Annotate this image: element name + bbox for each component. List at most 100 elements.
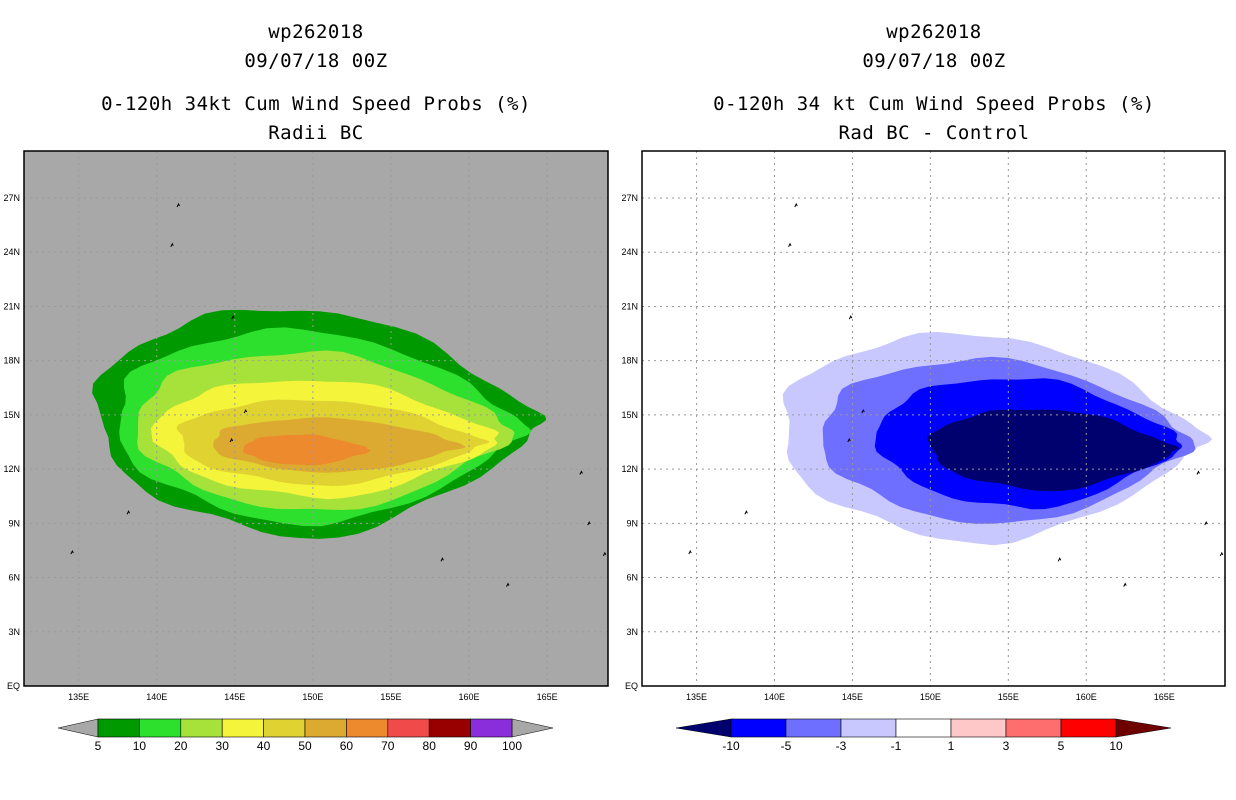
- right-storm-id: wp262018: [886, 21, 982, 43]
- island-outline: [1123, 582, 1127, 587]
- colorbar-level-label: 1: [948, 739, 955, 753]
- x-tick-label: 165E: [1154, 692, 1175, 702]
- y-tick-label: 15N: [3, 410, 20, 420]
- colorbar-level-label: 5: [95, 739, 102, 753]
- colorbar-swatch: [730, 718, 787, 738]
- colorbar-swatch: [304, 718, 347, 738]
- left-storm-id: wp262018: [268, 21, 364, 43]
- colorbar-level-label: 3: [1003, 739, 1010, 753]
- colorbar-swatch: [97, 718, 140, 738]
- island-outline: [176, 202, 180, 208]
- colorbar-over-triangle: [1115, 718, 1172, 738]
- colorbar-swatch: [180, 718, 223, 738]
- colorbar-swatch: [139, 718, 182, 738]
- island-outline: [688, 549, 692, 555]
- y-tick-label: 12N: [3, 464, 20, 474]
- colorbar-level-label: 100: [502, 739, 522, 753]
- island-outline: [229, 437, 234, 443]
- y-tick-label: 3N: [8, 627, 20, 637]
- island-outline: [848, 314, 853, 320]
- island-outline: [1196, 470, 1200, 475]
- colorbar-level-label: -5: [781, 739, 792, 753]
- colorbar-swatch: [221, 718, 264, 738]
- left-chart-title: 0-120h 34kt Cum Wind Speed Probs (%): [101, 93, 531, 115]
- island-outline: [231, 314, 235, 320]
- y-tick-label: 9N: [8, 518, 20, 528]
- y-tick-label: 24N: [621, 247, 638, 257]
- y-tick-label: 6N: [626, 573, 638, 583]
- x-tick-label: 155E: [380, 692, 401, 702]
- colorbar-swatch: [1060, 718, 1117, 738]
- left-title-block: wp262018 09/07/18 00Z 0-120h 34kt Cum Wi…: [24, 18, 608, 148]
- island-outline: [861, 408, 865, 414]
- x-tick-label: 135E: [686, 692, 707, 702]
- colorbar-level-label: 80: [423, 739, 437, 753]
- right-title-block: wp262018 09/07/18 00Z 0-120h 34 kt Cum W…: [642, 18, 1226, 148]
- island-outline: [794, 202, 798, 208]
- x-tick-label: 145E: [842, 692, 863, 702]
- x-tick-label: 140E: [764, 692, 785, 702]
- colorbar-swatch: [387, 718, 430, 738]
- colorbar-swatch: [785, 718, 842, 738]
- x-tick-label: 155E: [998, 692, 1019, 702]
- island-outline: [440, 557, 444, 562]
- left-datetime: 09/07/18 00Z: [244, 50, 388, 72]
- right-datetime: 09/07/18 00Z: [862, 50, 1006, 72]
- colorbar-swatch: [346, 718, 389, 738]
- island-outline: [243, 408, 248, 414]
- y-tick-label: 18N: [621, 356, 638, 366]
- colorbar-level-label: 30: [216, 739, 230, 753]
- colorbar-level-label: 10: [133, 739, 147, 753]
- y-tick-label: EQ: [625, 681, 638, 691]
- colorbar-swatch: [840, 718, 897, 738]
- island-outline: [70, 549, 74, 555]
- island-outline: [506, 582, 510, 587]
- right-chart-subtitle: Rad BC - Control: [838, 122, 1030, 144]
- right-colorbar: -10 -5 -3 -1 1 3 5 10: [675, 718, 1172, 753]
- island-outline: [126, 510, 131, 515]
- colorbar-over-triangle: [511, 718, 554, 738]
- y-tick-label: 27N: [3, 193, 20, 203]
- y-tick-label: 27N: [621, 193, 638, 203]
- map-frame: [641, 150, 1226, 687]
- y-tick-label: EQ: [7, 681, 20, 691]
- x-tick-label: 150E: [302, 692, 323, 702]
- y-tick-label: 9N: [626, 518, 638, 528]
- right-map-panel: 135E 140E 145E 150E 155E 160E 165E EQ 3N 6N 9N 12N 1…: [621, 150, 1226, 702]
- colorbar-level-label: 50: [298, 739, 312, 753]
- map-frame: [23, 150, 609, 687]
- colorbar-level-label: -1: [891, 739, 902, 753]
- colorbar-swatch: [263, 718, 306, 738]
- left-chart-subtitle: Radii BC: [268, 122, 364, 144]
- colorbar-swatch: [470, 718, 513, 738]
- contour-level--10: [926, 409, 1180, 492]
- colorbar-swatch: [895, 718, 952, 738]
- island-outline: [587, 521, 591, 526]
- colorbar-under-triangle: [675, 718, 732, 738]
- colorbar-swatch: [1005, 718, 1062, 738]
- island-outline: [788, 242, 792, 248]
- y-tick-label: 21N: [3, 301, 20, 311]
- colorbar-level-label: -10: [722, 739, 740, 753]
- x-tick-label: 165E: [537, 692, 558, 702]
- colorbar-level-label: 90: [464, 739, 478, 753]
- y-tick-label: 21N: [621, 301, 638, 311]
- x-tick-label: 160E: [459, 692, 480, 702]
- colorbar-level-label: -3: [836, 739, 847, 753]
- island-outline: [1204, 521, 1208, 526]
- x-tick-label: 160E: [1076, 692, 1097, 702]
- colorbar-level-label: 60: [340, 739, 354, 753]
- y-tick-label: 18N: [3, 356, 20, 366]
- y-tick-label: 6N: [8, 573, 20, 583]
- x-tick-label: 140E: [146, 692, 167, 702]
- island-outline: [1219, 551, 1224, 557]
- colorbar-level-label: 70: [381, 739, 395, 753]
- colorbar-level-label: 40: [257, 739, 271, 753]
- contour-level-60: [243, 434, 371, 466]
- colorbar-swatch: [950, 718, 1007, 738]
- island-outline: [170, 242, 174, 248]
- x-tick-label: 150E: [920, 692, 941, 702]
- left-colorbar: 5 10 20 30 40 50 60 70 80 90 100: [57, 718, 554, 753]
- y-tick-label: 24N: [3, 247, 20, 257]
- x-tick-label: 145E: [224, 692, 245, 702]
